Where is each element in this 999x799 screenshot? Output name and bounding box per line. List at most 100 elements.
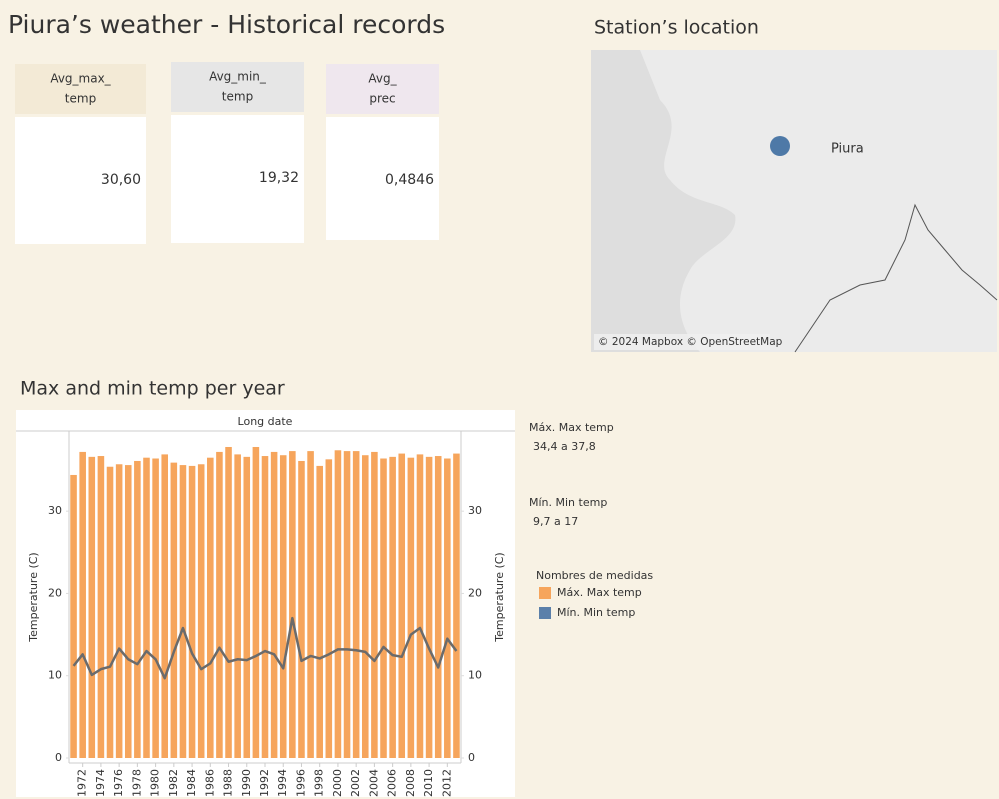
bar [161, 454, 169, 758]
x-tick-label: 2000 [331, 769, 344, 797]
bar [380, 458, 387, 758]
bar [179, 465, 187, 758]
y-tick-label: 10 [48, 669, 62, 682]
map-attribution-bg [594, 334, 770, 350]
y2-tick-label: 0 [468, 751, 475, 764]
y-axis-label: Temperature (C) [27, 552, 40, 642]
card-value: 19,32 [259, 170, 299, 186]
card-value: 0,4846 [385, 172, 434, 188]
x-tick-label: 2004 [367, 769, 380, 797]
bar [316, 465, 323, 758]
map-border [794, 203, 998, 353]
map-place-label: Piura [831, 142, 864, 157]
y2-tick-label: 10 [468, 669, 482, 682]
bar [407, 457, 415, 758]
bar [279, 455, 287, 758]
dashboard-title: Piura’s weather - Historical records [8, 10, 445, 39]
bar [434, 456, 442, 758]
station-marker[interactable] [770, 136, 790, 156]
bar [225, 446, 232, 758]
x-tick-label: 2006 [386, 769, 399, 797]
bar [270, 451, 278, 758]
x-tick-label: 1976 [112, 769, 125, 797]
bar [97, 456, 105, 758]
bar [106, 466, 114, 758]
x-tick-label: 2010 [422, 769, 435, 797]
legend-label[interactable]: Máx. Max temp [557, 586, 642, 599]
legend-title: Nombres de medidas [536, 569, 653, 582]
y-tick-label: 0 [55, 751, 62, 764]
bar [416, 454, 424, 758]
y2-tick-label: 20 [468, 586, 482, 599]
x-tick-label: 1982 [167, 769, 180, 797]
x-tick-label: 2002 [349, 769, 362, 797]
bar [307, 451, 314, 758]
map: Station’s location Piura © 2024 Mapbox ©… [591, 17, 998, 353]
bar [444, 458, 451, 758]
bar [371, 451, 378, 758]
card-body [15, 117, 146, 244]
x-tick-label: 1994 [276, 769, 289, 797]
card-header [171, 62, 304, 112]
x-tick-label: 1972 [76, 769, 89, 797]
column-header: Long date [238, 415, 293, 428]
bar [361, 455, 369, 758]
filter-name: Máx. Max temp [529, 421, 614, 434]
bar [343, 451, 351, 758]
bar [170, 462, 178, 758]
y2-axis-label: Temperature (C) [493, 552, 506, 642]
card-label: prec [369, 92, 395, 106]
bar [252, 446, 260, 758]
bar [88, 456, 96, 758]
filter-range: 34,4 a 37,8 [533, 440, 596, 453]
card-header [15, 64, 146, 114]
chart-title: Max and min temp per year [20, 378, 285, 400]
y-tick-label: 20 [48, 586, 62, 599]
filter-range: 9,7 a 17 [533, 515, 578, 528]
x-tick-label: 1998 [313, 769, 326, 797]
y-tick-label: 30 [48, 504, 62, 517]
bar [152, 458, 159, 758]
bar [124, 465, 132, 758]
x-tick-label: 1990 [240, 769, 253, 797]
x-tick-label: 2012 [440, 769, 453, 797]
bar [134, 460, 141, 758]
bar [216, 451, 223, 758]
card-header [326, 64, 439, 114]
bar [70, 474, 77, 758]
map-land [640, 50, 997, 352]
bar [298, 460, 305, 758]
x-tick-label: 2008 [404, 769, 417, 797]
bar [79, 451, 86, 758]
legend-swatch[interactable] [539, 587, 551, 599]
bar [325, 459, 333, 758]
x-tick-label: 1974 [94, 769, 107, 797]
map-title: Station’s location [594, 17, 759, 39]
line [72, 616, 458, 680]
legend-label[interactable]: Mín. Min temp [557, 606, 635, 619]
bar [289, 451, 296, 758]
bar [243, 456, 251, 758]
x-tick-label: 1996 [294, 769, 307, 797]
card-body [171, 115, 304, 243]
bar [115, 464, 123, 758]
map-attribution: © 2024 Mapbox © OpenStreetMap [598, 336, 783, 348]
bar [334, 450, 342, 758]
card-label: temp [222, 90, 253, 104]
card-label: Avg_max_ [50, 72, 111, 86]
bar [425, 456, 433, 758]
bar [261, 456, 269, 758]
card-body [326, 117, 439, 240]
card-label: Avg_ [368, 72, 397, 86]
bar [234, 454, 241, 758]
bar [207, 457, 214, 758]
bar [453, 453, 460, 758]
x-tick-label: 1986 [203, 769, 216, 797]
y2-tick-label: 30 [468, 504, 482, 517]
card-label: Avg_min_ [209, 70, 267, 84]
x-tick-label: 1988 [222, 769, 235, 797]
x-tick-label: 1992 [258, 769, 271, 797]
bar [143, 457, 150, 758]
legend-swatch[interactable] [539, 607, 551, 619]
